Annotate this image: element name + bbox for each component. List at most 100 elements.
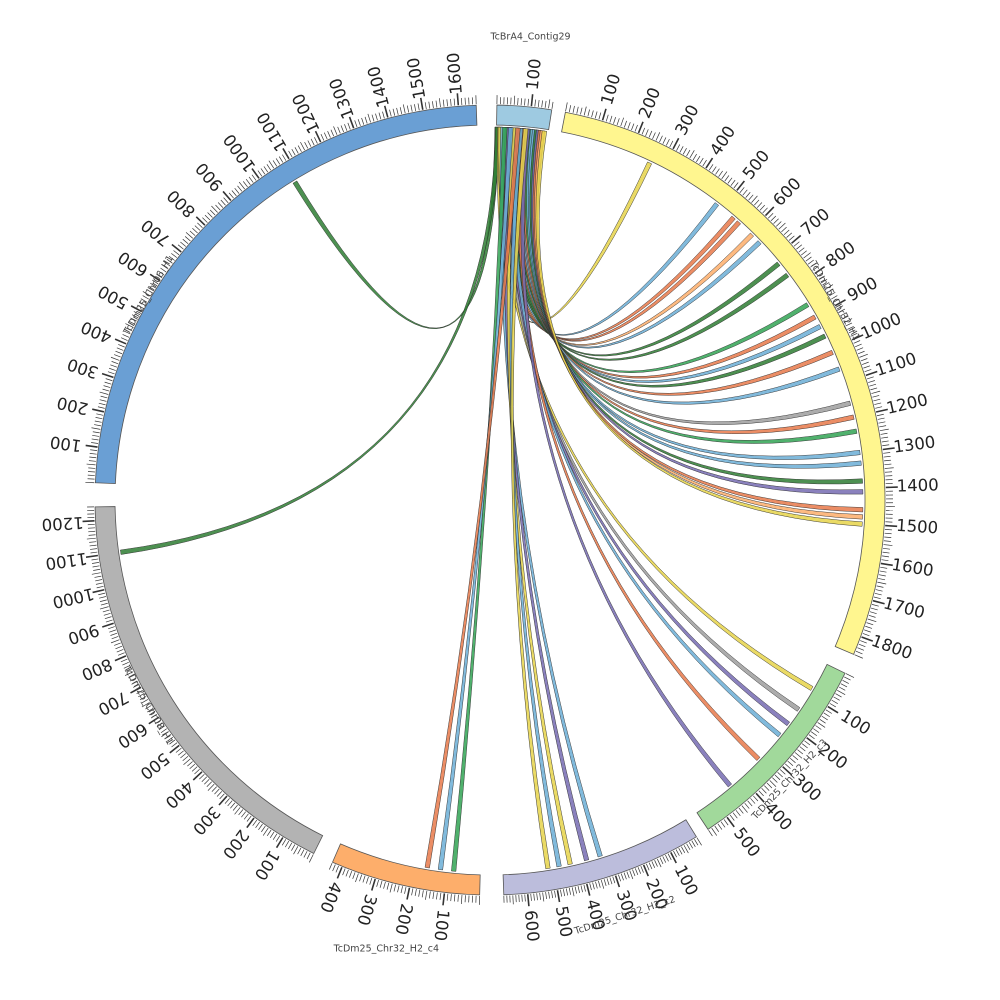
minor-tick [99, 606, 109, 610]
minor-tick [414, 104, 417, 112]
link-ribbon-c2 [510, 128, 551, 870]
minor-tick [594, 111, 598, 119]
minor-tick [211, 205, 218, 213]
link-ribbon-chr32h1 [535, 130, 863, 527]
minor-tick [361, 117, 365, 125]
minor-tick [881, 559, 889, 562]
minor-tick [712, 166, 717, 173]
minor-tick [94, 420, 102, 423]
link-ribbon-c3 [520, 128, 732, 788]
minor-tick [382, 111, 385, 119]
minor-tick [115, 350, 123, 355]
minor-tick [258, 823, 263, 831]
minor-tick [667, 853, 672, 861]
minor-tick [173, 250, 180, 256]
minor-tick [823, 282, 830, 287]
minor-tick [375, 113, 378, 121]
minor-tick [836, 305, 844, 310]
minor-tick [450, 894, 452, 902]
tick-label: 400 [706, 122, 739, 159]
tick-label: 200 [55, 393, 90, 419]
minor-tick [209, 209, 216, 216]
minor-tick [616, 118, 620, 126]
minor-tick [845, 322, 853, 327]
minor-tick [875, 406, 883, 409]
minor-tick [623, 120, 627, 128]
minor-tick [348, 870, 353, 878]
minor-tick [598, 112, 602, 120]
ideogram-c3 [696, 663, 846, 830]
minor-tick [120, 337, 128, 341]
minor-tick [175, 747, 182, 753]
minor-tick [314, 137, 318, 144]
major-tick [834, 299, 846, 307]
minor-tick [183, 758, 191, 765]
minor-tick [717, 823, 723, 830]
tick-label: 1000 [858, 309, 904, 343]
minor-tick [376, 879, 379, 887]
minor-tick [217, 202, 224, 208]
minor-tick [541, 100, 543, 108]
minor-tick [333, 126, 338, 135]
minor-tick [129, 677, 137, 682]
minor-tick [876, 413, 884, 417]
minor-tick [450, 98, 452, 106]
tick-label: 400 [316, 879, 345, 915]
minor-tick [750, 798, 756, 804]
minor-tick [201, 776, 208, 782]
minor-tick [863, 365, 871, 369]
minor-tick [855, 343, 862, 348]
minor-tick [817, 722, 826, 728]
minor-tick [371, 114, 375, 122]
minor-tick [774, 774, 781, 781]
minor-tick [122, 661, 129, 666]
minor-tick [288, 842, 293, 850]
tick-label: 1000 [51, 584, 96, 612]
minor-tick [241, 811, 246, 818]
major-tick [885, 524, 898, 528]
minor-tick [874, 402, 882, 405]
minor-tick [327, 131, 331, 138]
minor-tick [262, 827, 269, 836]
segment-label-c4: TcDm25_Chr32_H2_c4 [333, 944, 439, 955]
minor-tick [107, 371, 115, 375]
tick-label: 1300 [326, 76, 358, 122]
major-tick [282, 148, 290, 160]
minor-tick [612, 876, 616, 884]
minor-tick [245, 178, 251, 185]
minor-tick [591, 110, 594, 118]
minor-tick [399, 107, 403, 115]
minor-tick [866, 622, 874, 626]
minor-tick [216, 791, 223, 797]
minor-tick [792, 755, 799, 761]
minor-tick [799, 746, 806, 752]
minor-tick [342, 868, 346, 876]
minor-tick [871, 604, 879, 607]
minor-tick [340, 125, 344, 133]
minor-tick [103, 385, 111, 388]
minor-tick [215, 204, 221, 211]
minor-tick [796, 244, 803, 250]
minor-tick [439, 98, 441, 108]
minor-tick [831, 295, 838, 300]
minor-tick [227, 800, 233, 807]
link-ribbon-c4 [424, 127, 521, 869]
minor-tick [171, 253, 178, 258]
minor-tick [524, 98, 526, 106]
minor-tick [565, 102, 568, 112]
minor-tick [699, 157, 704, 165]
minor-tick [805, 256, 812, 262]
minor-tick [870, 607, 878, 611]
minor-tick [164, 734, 171, 739]
minor-tick [167, 736, 174, 742]
minor-tick [89, 541, 97, 543]
minor-tick [797, 749, 804, 755]
minor-tick [676, 144, 681, 151]
minor-tick [810, 262, 817, 268]
minor-tick [88, 460, 96, 462]
minor-tick [654, 860, 658, 867]
minor-tick [866, 376, 874, 380]
tick-label: 500 [730, 824, 764, 861]
